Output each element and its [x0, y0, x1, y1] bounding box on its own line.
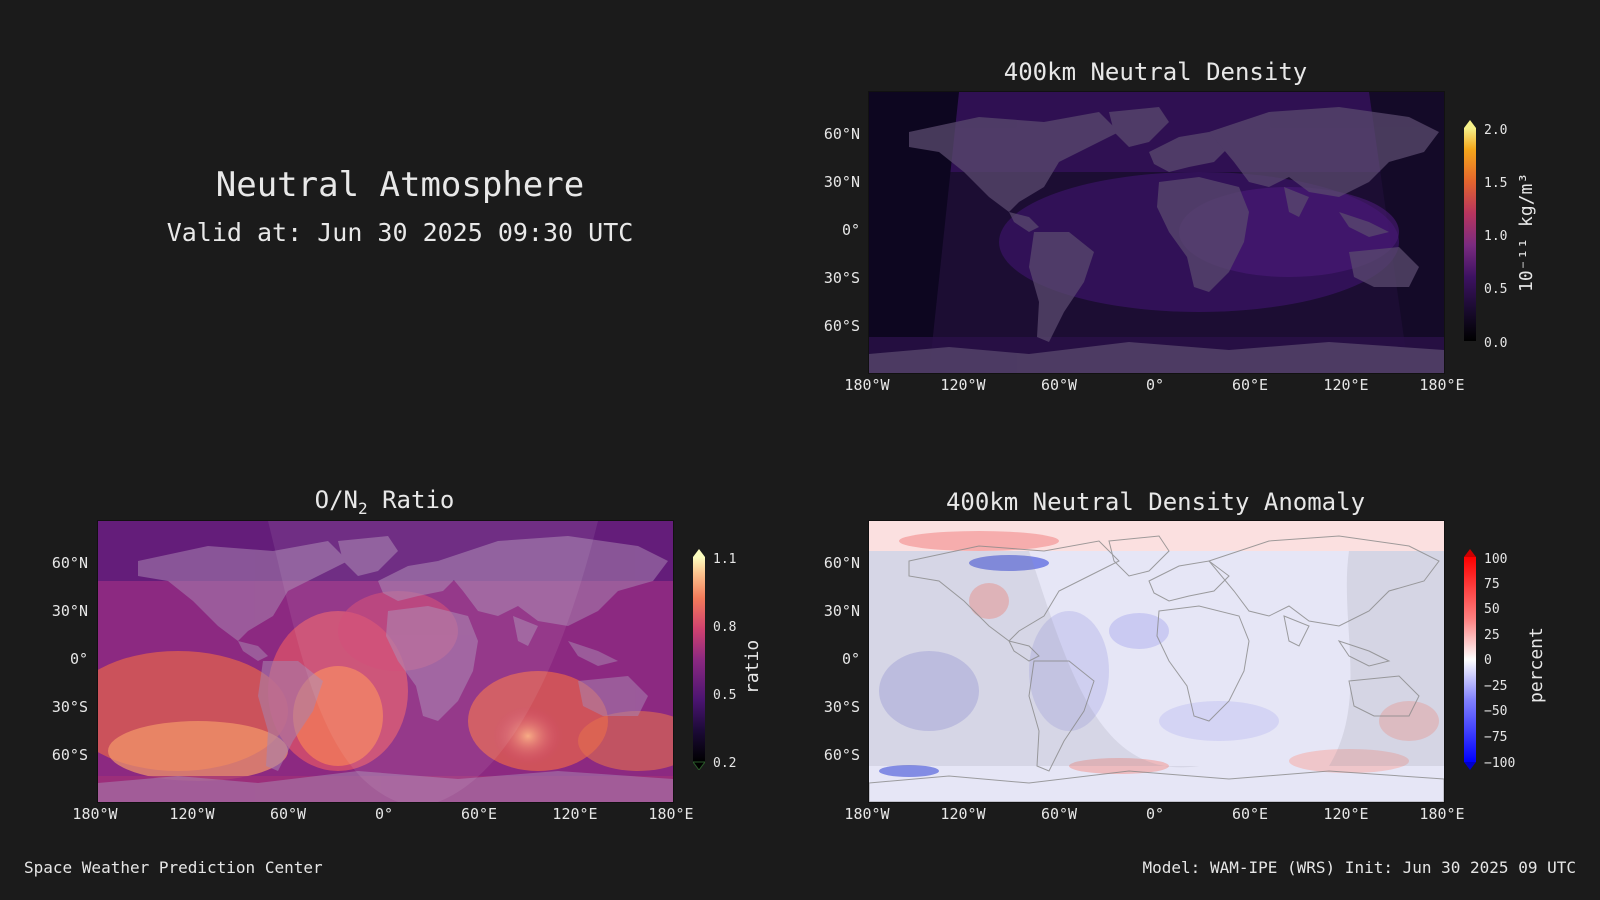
anomaly-lon-180w: 180°W [844, 805, 890, 823]
density-tick-2: 1.0 [1484, 229, 1508, 244]
ratio-title-sub: 2 [358, 498, 368, 518]
density-lon-120w: 120°W [940, 376, 986, 394]
ratio-lon-60e: 60°E [460, 805, 498, 823]
anomaly-tick-1: 75 [1484, 577, 1500, 592]
ratio-lon-180w: 180°W [72, 805, 118, 823]
anomaly-lon-60w: 60°W [1040, 805, 1078, 823]
anomaly-lat-60s: 60°S [823, 746, 860, 764]
density-map [868, 91, 1445, 374]
anomaly-lat-0: 0° [841, 650, 860, 668]
density-lon-180e: 180°E [1419, 376, 1465, 394]
ratio-lat-60n: 60°N [51, 554, 88, 572]
ratio-cbar-label: ratio [742, 639, 763, 694]
valid-time: Valid at: Jun 30 2025 09:30 UTC [166, 218, 634, 247]
ratio-title-prefix: O/N [314, 486, 358, 514]
anomaly-lon-120e: 120°E [1323, 805, 1369, 823]
density-cbar-label: 10⁻¹¹ kg/m³ [1516, 172, 1537, 292]
anomaly-tick-8: −100 [1484, 756, 1516, 771]
ratio-tick-0: 1.1 [713, 552, 737, 567]
ratio-lat-30n: 30°N [51, 602, 88, 620]
ratio-lat-30s: 30°S [51, 698, 88, 716]
ratio-lon-120w: 120°W [169, 805, 215, 823]
ratio-lon-120e: 120°E [552, 805, 598, 823]
density-lat-60s: 60°S [823, 317, 860, 335]
ratio-title-suffix: Ratio [367, 486, 455, 514]
anomaly-lat-30n: 30°N [823, 602, 860, 620]
main-title: Neutral Atmosphere [215, 165, 585, 205]
density-lat-30n: 30°N [823, 173, 860, 191]
ratio-lon-60w: 60°W [269, 805, 307, 823]
footer-org: Space Weather Prediction Center [24, 858, 323, 877]
anomaly-lon-0: 0° [1145, 805, 1165, 823]
ratio-lat-60s: 60°S [51, 746, 88, 764]
density-lon-60w: 60°W [1040, 376, 1078, 394]
density-tick-1: 1.5 [1484, 176, 1508, 191]
anomaly-tick-0: 100 [1484, 552, 1508, 567]
anomaly-title: 400km Neutral Density Anomaly [945, 488, 1366, 516]
anomaly-tick-6: −50 [1484, 704, 1508, 719]
anomaly-lon-180e: 180°E [1419, 805, 1465, 823]
anomaly-colorbar [1464, 549, 1476, 770]
ratio-lon-180e: 180°E [648, 805, 694, 823]
density-lon-0: 0° [1145, 376, 1165, 394]
density-tick-4: 0.0 [1484, 336, 1508, 351]
anomaly-lat-30s: 30°S [823, 698, 860, 716]
ratio-tick-2: 0.5 [713, 688, 737, 703]
ratio-lat-0: 0° [69, 650, 88, 668]
anomaly-tick-4: 0 [1484, 653, 1492, 668]
anomaly-map [868, 520, 1445, 803]
ratio-title: O/N2 Ratio [97, 486, 672, 518]
ratio-map [97, 520, 674, 803]
anomaly-tick-5: −25 [1484, 679, 1508, 694]
ratio-tick-3: 0.2 [713, 756, 737, 771]
density-lat-30s: 30°S [823, 269, 860, 287]
anomaly-lat-60n: 60°N [823, 554, 860, 572]
density-colorbar [1464, 120, 1476, 341]
anomaly-cbar-label: percent [1526, 627, 1547, 703]
density-lon-60e: 60°E [1231, 376, 1269, 394]
anomaly-tick-7: −75 [1484, 730, 1508, 745]
ratio-colorbar [693, 549, 705, 770]
density-title: 400km Neutral Density [1003, 58, 1308, 86]
density-lat-0: 0° [841, 221, 860, 239]
density-lon-120e: 120°E [1323, 376, 1369, 394]
anomaly-tick-2: 50 [1484, 602, 1500, 617]
density-tick-0: 2.0 [1484, 123, 1508, 138]
ratio-lon-0: 0° [374, 805, 394, 823]
footer-model: Model: WAM-IPE (WRS) Init: Jun 30 2025 0… [1142, 858, 1576, 877]
density-lat-60n: 60°N [823, 125, 860, 143]
anomaly-lon-120w: 120°W [940, 805, 986, 823]
anomaly-tick-3: 25 [1484, 628, 1500, 643]
anomaly-lon-60e: 60°E [1231, 805, 1269, 823]
density-lon-180w: 180°W [844, 376, 890, 394]
density-tick-3: 0.5 [1484, 282, 1508, 297]
ratio-tick-1: 0.8 [713, 620, 737, 635]
